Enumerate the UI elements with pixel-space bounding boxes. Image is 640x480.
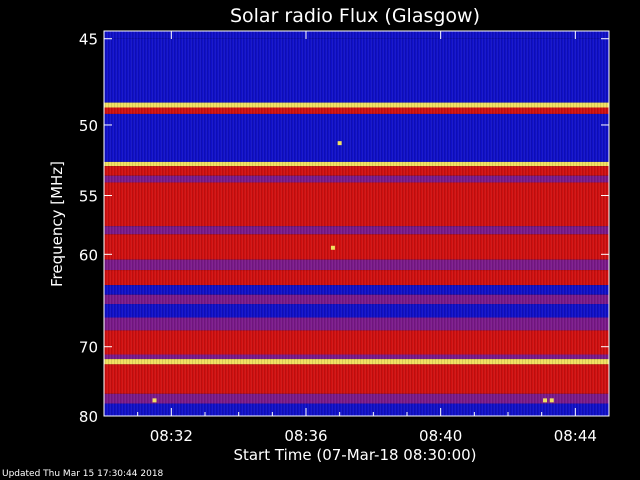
y-tick-label: 80 [79, 408, 98, 426]
burst-point [337, 141, 342, 146]
y-tick-label: 55 [79, 188, 98, 206]
y-axis-label: Frequency [MHz] [48, 161, 66, 287]
x-axis: 08:32 08:36 08:40 08:44 [137, 31, 597, 445]
texture-overlay [104, 31, 609, 416]
y-tick-label: 45 [79, 31, 98, 49]
y-tick-label: 70 [79, 339, 98, 357]
x-tick-label: 08:40 [419, 427, 462, 445]
burst-point [330, 245, 335, 250]
y-axis: 45 50 55 60 70 80 [79, 31, 609, 426]
burst-point [549, 398, 554, 403]
x-tick-label: 08:32 [150, 427, 193, 445]
plot-area [104, 31, 609, 416]
chart-title: Solar radio Flux (Glasgow) [230, 5, 480, 27]
plot-frame [103, 30, 610, 417]
x-axis-label: Start Time (07-Mar-18 08:30:00) [233, 446, 476, 464]
y-tick-label: 60 [79, 246, 98, 264]
x-tick-label: 08:36 [284, 427, 327, 445]
burst-point [152, 398, 157, 403]
updated-timestamp: Updated Thu Mar 15 17:30:44 2018 [2, 469, 164, 479]
x-tick-label: 08:44 [554, 427, 597, 445]
burst-point [543, 398, 548, 403]
y-tick-label: 50 [79, 117, 98, 135]
